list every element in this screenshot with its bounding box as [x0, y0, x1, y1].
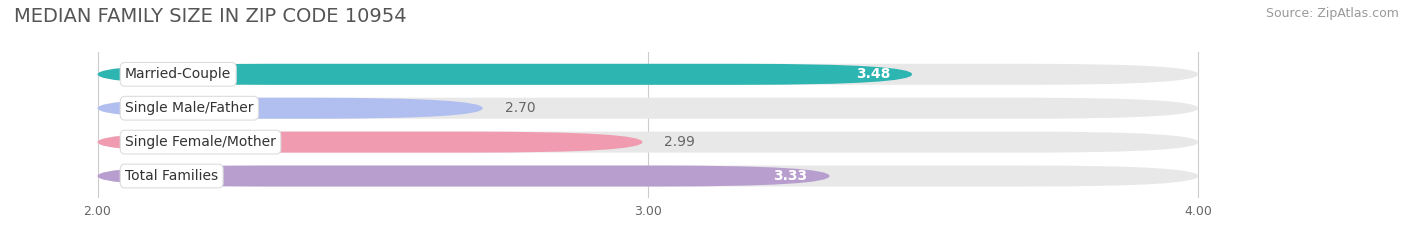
- FancyBboxPatch shape: [97, 132, 1198, 153]
- Text: MEDIAN FAMILY SIZE IN ZIP CODE 10954: MEDIAN FAMILY SIZE IN ZIP CODE 10954: [14, 7, 406, 26]
- Text: 3.33: 3.33: [773, 169, 807, 183]
- FancyBboxPatch shape: [97, 132, 643, 153]
- FancyBboxPatch shape: [97, 64, 912, 85]
- Text: 2.99: 2.99: [665, 135, 696, 149]
- Text: Married-Couple: Married-Couple: [125, 67, 232, 81]
- FancyBboxPatch shape: [97, 64, 1198, 85]
- Text: 2.70: 2.70: [505, 101, 536, 115]
- Text: Single Female/Mother: Single Female/Mother: [125, 135, 276, 149]
- Text: Single Male/Father: Single Male/Father: [125, 101, 253, 115]
- Text: Total Families: Total Families: [125, 169, 218, 183]
- FancyBboxPatch shape: [97, 98, 1198, 119]
- FancyBboxPatch shape: [97, 165, 1198, 187]
- FancyBboxPatch shape: [97, 165, 830, 187]
- FancyBboxPatch shape: [97, 98, 482, 119]
- Text: 3.48: 3.48: [856, 67, 890, 81]
- Text: Source: ZipAtlas.com: Source: ZipAtlas.com: [1265, 7, 1399, 20]
